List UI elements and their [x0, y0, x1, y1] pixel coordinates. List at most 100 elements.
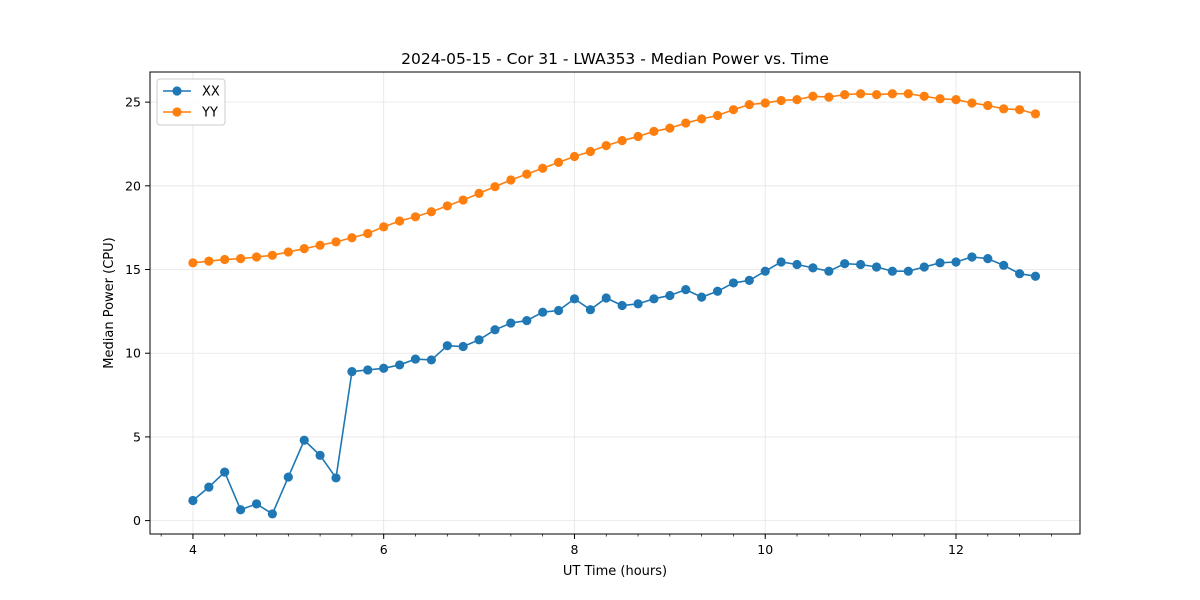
- data-point-xx: [236, 505, 246, 515]
- data-point-yy: [490, 182, 500, 192]
- data-point-xx: [697, 292, 707, 302]
- data-point-xx: [395, 360, 405, 370]
- x-tick-label: 4: [189, 542, 197, 557]
- data-point-yy: [538, 163, 548, 173]
- data-point-xx: [712, 286, 723, 296]
- y-tick-label: 0: [133, 513, 141, 528]
- data-point-xx: [935, 258, 945, 268]
- x-tick-label: 6: [380, 542, 388, 557]
- data-point-xx: [601, 293, 611, 303]
- data-point-yy: [395, 216, 405, 226]
- data-point-xx: [999, 260, 1009, 270]
- legend: XX YY: [156, 78, 226, 126]
- data-point-xx: [951, 257, 961, 267]
- data-point-xx: [792, 259, 802, 270]
- x-axis-label: UT Time (hours): [563, 564, 667, 579]
- data-point-xx: [220, 467, 230, 477]
- data-point-yy: [808, 91, 818, 101]
- data-point-yy: [1015, 105, 1025, 115]
- data-point-xx: [983, 254, 993, 264]
- data-point-yy: [935, 94, 945, 104]
- data-point-xx: [379, 363, 389, 373]
- data-point-xx: [569, 294, 580, 304]
- data-point-xx: [299, 435, 309, 445]
- data-point-xx: [633, 299, 643, 309]
- data-point-yy: [1030, 109, 1041, 119]
- data-point-yy: [919, 91, 929, 101]
- data-point-yy: [458, 195, 468, 205]
- data-point-yy: [204, 256, 214, 266]
- data-point-yy: [712, 110, 723, 121]
- data-point-yy: [553, 157, 564, 167]
- data-point-xx: [840, 259, 850, 269]
- chart-title: 2024-05-15 - Cor 31 - LWA353 - Median Po…: [401, 50, 829, 68]
- data-point-xx: [490, 325, 500, 335]
- data-point-xx: [458, 341, 468, 352]
- axis-ticks: 4 6 8 10 12 0 5 10 15 20 25: [125, 95, 1052, 557]
- legend-label: XX: [202, 85, 220, 100]
- data-point-yy: [267, 250, 277, 260]
- data-point-yy: [601, 141, 611, 151]
- data-point-xx: [919, 262, 929, 272]
- data-point-yy: [251, 252, 262, 262]
- series-yy: [188, 89, 1041, 268]
- data-point-yy: [236, 254, 246, 264]
- data-point-yy: [522, 169, 532, 179]
- x-tick-label: 12: [948, 542, 964, 557]
- data-point-xx: [744, 275, 754, 286]
- data-point-xx: [649, 294, 659, 304]
- data-point-xx: [553, 305, 564, 316]
- data-point-xx: [474, 335, 484, 345]
- data-point-yy: [585, 146, 595, 157]
- data-point-yy: [697, 114, 707, 124]
- x-tick-label: 10: [757, 542, 773, 557]
- data-point-yy: [681, 118, 691, 128]
- data-point-xx: [617, 300, 627, 311]
- data-point-yy: [760, 98, 770, 108]
- data-point-xx: [856, 259, 866, 270]
- data-point-xx: [188, 495, 198, 506]
- series-line-yy: [192, 92, 1036, 264]
- data-point-yy: [506, 175, 516, 185]
- data-point-yy: [331, 237, 341, 247]
- data-point-xx: [251, 499, 262, 509]
- data-point-xx: [728, 278, 739, 288]
- data-point-yy: [776, 95, 786, 106]
- data-point-yy: [442, 201, 452, 211]
- data-point-yy: [283, 247, 293, 257]
- data-point-xx: [871, 262, 882, 272]
- data-point-yy: [299, 243, 309, 254]
- data-point-xx: [267, 509, 277, 519]
- data-point-yy: [379, 222, 389, 232]
- data-point-yy: [983, 100, 993, 111]
- data-point-yy: [363, 228, 373, 239]
- data-point-xx: [585, 305, 595, 315]
- data-point-yy: [728, 105, 739, 115]
- data-point-xx: [665, 290, 675, 301]
- data-point-xx: [442, 341, 452, 351]
- data-point-xx: [887, 266, 897, 276]
- data-point-xx: [808, 263, 818, 273]
- legend-label: YY: [201, 106, 218, 121]
- data-point-xx: [1030, 271, 1041, 281]
- data-point-yy: [315, 240, 325, 250]
- data-point-yy: [474, 188, 484, 198]
- y-tick-label: 15: [125, 262, 141, 277]
- data-point-yy: [649, 126, 659, 137]
- data-point-yy: [744, 100, 754, 110]
- data-point-xx: [1015, 269, 1025, 279]
- legend-item-xx: XX: [163, 85, 220, 100]
- data-point-yy: [887, 89, 897, 99]
- data-point-yy: [999, 104, 1009, 114]
- data-point-yy: [824, 92, 834, 102]
- plot-frame: [149, 71, 1081, 535]
- y-tick-label: 10: [125, 346, 141, 361]
- legend-marker: [172, 107, 182, 117]
- y-tick-label: 25: [125, 95, 141, 110]
- data-point-yy: [951, 95, 961, 105]
- data-point-yy: [347, 233, 357, 243]
- data-point-xx: [410, 354, 421, 364]
- data-point-yy: [665, 123, 675, 133]
- data-point-xx: [681, 285, 691, 295]
- data-point-yy: [871, 89, 882, 100]
